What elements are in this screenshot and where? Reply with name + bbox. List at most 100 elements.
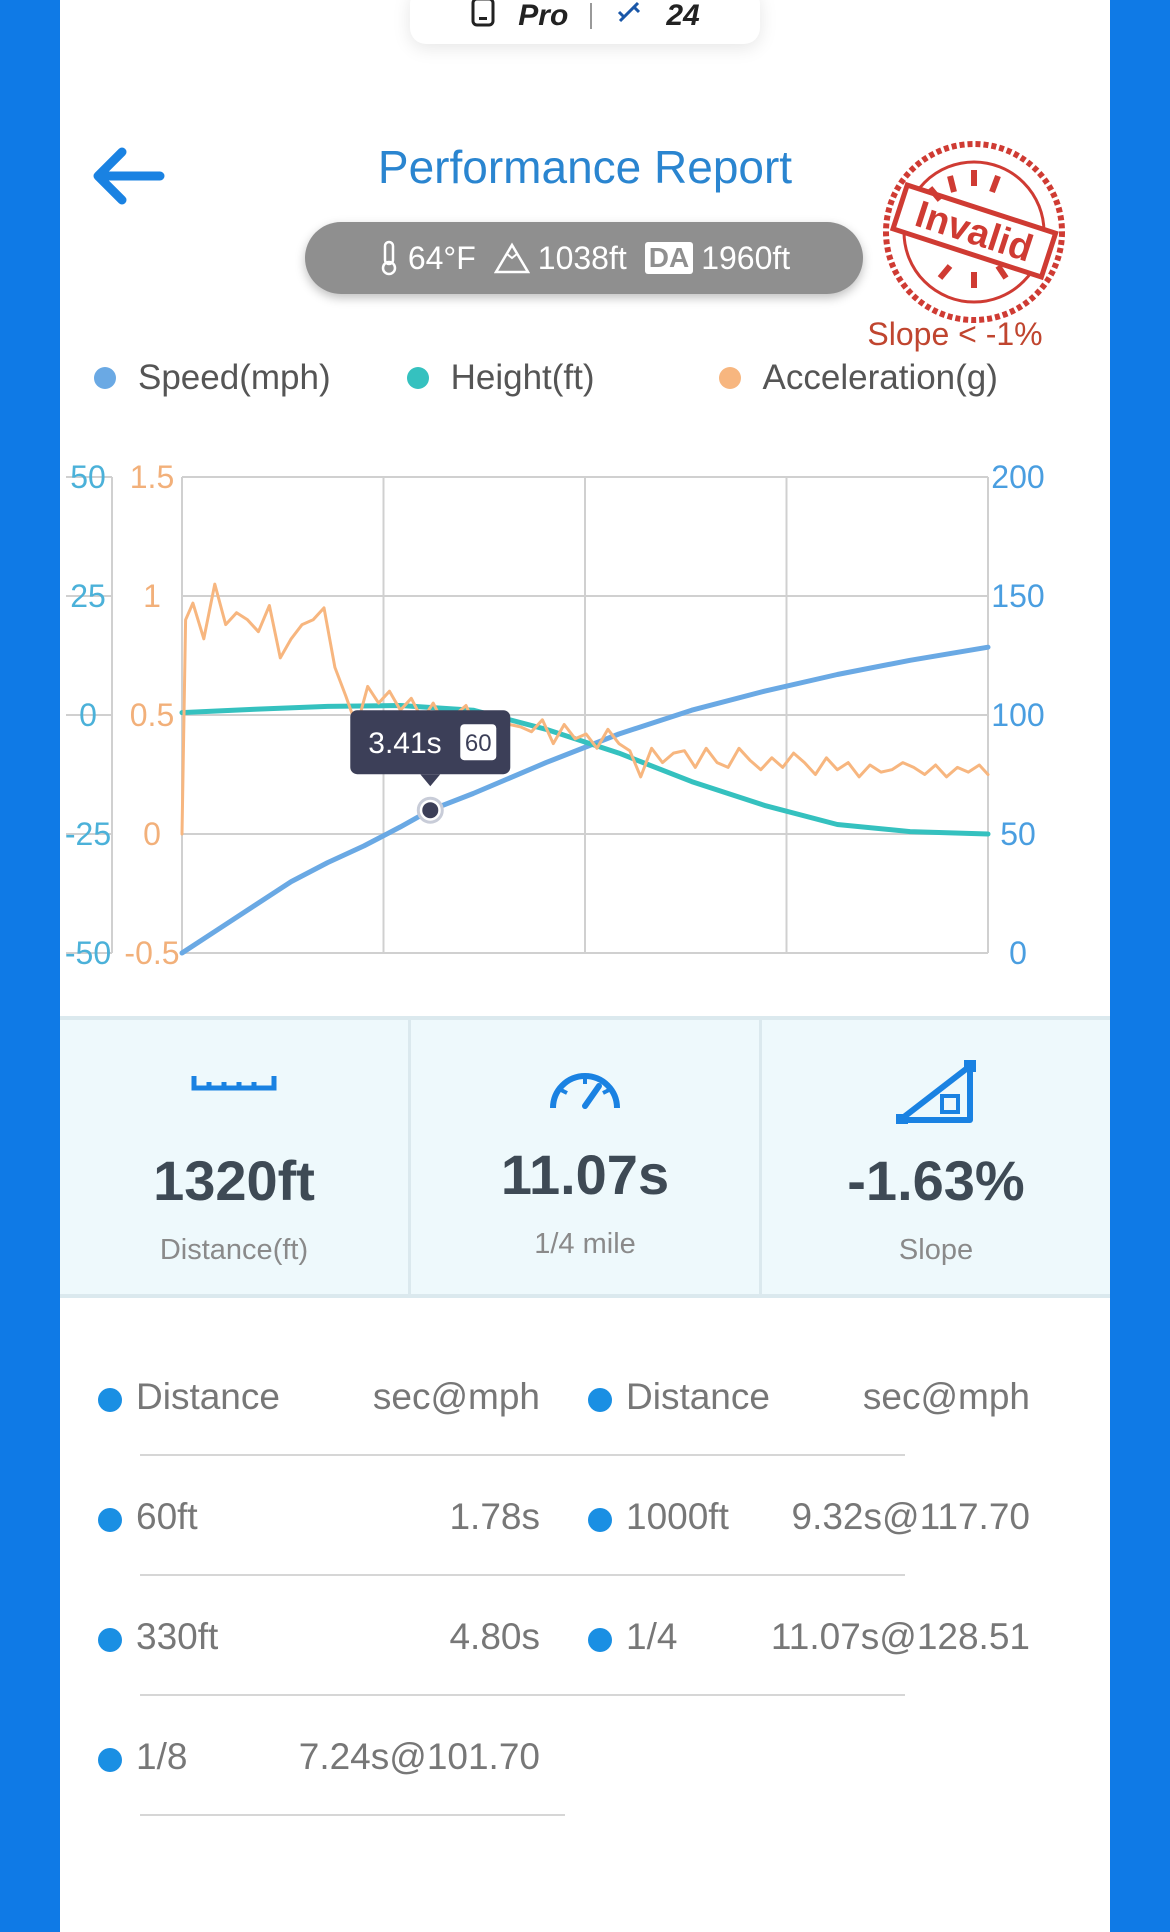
legend-height-dot bbox=[406, 367, 429, 389]
row-value: sec@mph bbox=[372, 1376, 540, 1417]
chart-tooltip: 3.41s 60 bbox=[350, 710, 511, 824]
stat-quarter-mile-value: 11.07s bbox=[500, 1143, 670, 1206]
density-altitude-item: DA 1960ft bbox=[644, 239, 791, 277]
mountain-icon bbox=[493, 242, 530, 274]
temperature-item: 64°F bbox=[378, 240, 476, 277]
thermometer-icon bbox=[381, 240, 397, 276]
table-row: 1000ft 9.32s@117.70 bbox=[480, 1490, 1031, 1576]
row-bullet-icon bbox=[98, 1748, 122, 1772]
stat-slope-label: Slope bbox=[898, 1234, 974, 1266]
row-key: 1000ft bbox=[626, 1496, 729, 1537]
stat-quarter-mile: 11.07s 1/4 mile bbox=[408, 1020, 759, 1294]
legend-acceleration-label: Acceleration(g) bbox=[762, 358, 998, 397]
row-value: 1.78s bbox=[449, 1496, 540, 1537]
legend-height-label: Height(ft) bbox=[450, 358, 595, 397]
device-icon bbox=[470, 0, 496, 35]
tick-label-right_speed: 0 bbox=[1009, 935, 1027, 971]
row-bullet-icon bbox=[98, 1508, 122, 1532]
row-divider bbox=[480, 1694, 905, 1696]
table-row: 1/8 7.24s@101.70 bbox=[60, 1730, 565, 1816]
tick-label-left_accel: 1 bbox=[143, 578, 161, 614]
pill-divider bbox=[590, 3, 593, 29]
tick-label-left_accel: 0 bbox=[143, 816, 161, 852]
tooltip-time: 3.41s bbox=[368, 727, 441, 760]
row-value: 7.24s@101.70 bbox=[298, 1736, 540, 1777]
series-line-1 bbox=[179, 703, 991, 837]
table-row: Distance sec@mph bbox=[480, 1370, 1030, 1456]
stat-quarter-mile-label: 1/4 mile bbox=[534, 1228, 636, 1260]
back-arrow-icon bbox=[93, 147, 165, 205]
back-button[interactable] bbox=[88, 140, 168, 210]
row-divider bbox=[480, 1454, 905, 1456]
table-row: 60ft 1.78s bbox=[60, 1490, 565, 1576]
row-value: 9.32s@117.70 bbox=[791, 1496, 1031, 1537]
tick-label-right_speed: 100 bbox=[991, 697, 1044, 733]
density-altitude-icon: DA bbox=[644, 242, 694, 274]
tick-label-left_accel: 0.5 bbox=[130, 697, 174, 733]
row-bullet-icon bbox=[588, 1388, 612, 1412]
altitude-value: 1038ft bbox=[537, 239, 627, 276]
row-bullet-icon bbox=[98, 1628, 122, 1652]
row-value: sec@mph bbox=[862, 1376, 1030, 1417]
row-key: Distance bbox=[136, 1376, 280, 1417]
row-key: 330ft bbox=[136, 1616, 219, 1657]
density-altitude-value: 1960ft bbox=[701, 239, 791, 276]
chart-series bbox=[179, 582, 991, 956]
row-divider bbox=[480, 1574, 905, 1576]
satellite-count: 24 bbox=[666, 0, 700, 32]
legend-speed-label: Speed(mph) bbox=[138, 358, 331, 397]
device-status-pill: Pro 24 bbox=[410, 0, 760, 44]
row-key: 1/8 bbox=[136, 1736, 188, 1777]
tick-label-left_accel: -0.5 bbox=[124, 935, 179, 971]
stat-slope-value: -1.63% bbox=[847, 1149, 1025, 1212]
series-line-2 bbox=[180, 582, 990, 836]
table-row: 1/4 11.07s@128.51 bbox=[480, 1610, 1030, 1696]
chart-legend: Speed(mph) Height(ft) Acceleration(g) bbox=[94, 358, 998, 398]
performance-chart[interactable]: 50 25 0 -25 -50 1.5 1 0.5 0 -0.5 200 150 100 50 0 3.41… bbox=[60, 420, 1110, 980]
invalid-stamp-icon: Invalid bbox=[883, 141, 1065, 323]
environment-bar: 64°F 1038ft DA 1960ft bbox=[305, 222, 863, 294]
tooltip-speed-box bbox=[460, 724, 497, 761]
report-card bbox=[60, 0, 1110, 1932]
speedometer-icon bbox=[411, 1058, 759, 1130]
temperature-value: 64°F bbox=[407, 239, 476, 276]
row-divider bbox=[140, 1454, 565, 1456]
slope-icon bbox=[762, 1058, 1110, 1130]
row-bullet-icon bbox=[98, 1388, 122, 1412]
device-model: Pro bbox=[518, 0, 569, 32]
legend-acceleration-dot bbox=[718, 367, 741, 389]
tooltip-speed: 60 bbox=[465, 730, 492, 757]
chart-grid bbox=[66, 476, 989, 954]
tick-label-left_height: -50 bbox=[65, 935, 111, 971]
tick-label-left_height: 0 bbox=[79, 697, 97, 733]
tick-label-left_accel: 1.5 bbox=[130, 459, 174, 495]
tick-label-right_speed: 50 bbox=[1000, 816, 1036, 852]
row-divider bbox=[140, 1574, 565, 1576]
tooltip-point bbox=[422, 802, 439, 819]
row-divider bbox=[140, 1694, 565, 1696]
tick-label-right_speed: 200 bbox=[991, 459, 1044, 495]
tick-label-left_height: 50 bbox=[70, 459, 106, 495]
page-title: Performance Report bbox=[377, 141, 793, 193]
satellite-icon bbox=[614, 0, 644, 35]
stat-slope: -1.63% Slope bbox=[759, 1020, 1110, 1294]
stat-distance-value: 1320ft bbox=[153, 1149, 315, 1212]
ruler-icon bbox=[60, 1058, 408, 1130]
row-key: 60ft bbox=[136, 1496, 198, 1537]
stat-distance: 1320ft Distance(ft) bbox=[60, 1020, 408, 1294]
row-key: Distance bbox=[626, 1376, 770, 1417]
legend-speed-dot bbox=[94, 367, 116, 389]
table-row: 330ft 4.80s bbox=[60, 1610, 565, 1696]
row-key: 1/4 bbox=[626, 1616, 678, 1657]
row-divider bbox=[140, 1814, 565, 1816]
stats-panel: 1320ft Distance(ft) 11.07s 1/4 mile -1.6… bbox=[60, 1016, 1110, 1298]
tick-label-left_height: 25 bbox=[70, 578, 106, 614]
row-bullet-icon bbox=[588, 1628, 612, 1652]
row-value: 4.80s bbox=[449, 1616, 540, 1657]
stat-distance-label: Distance(ft) bbox=[159, 1234, 309, 1266]
table-row: Distance sec@mph bbox=[60, 1370, 565, 1456]
tooltip-pointer bbox=[420, 774, 441, 787]
tick-label-right_speed: 150 bbox=[991, 578, 1044, 614]
altitude-item: 1038ft bbox=[493, 239, 627, 277]
row-value: 11.07s@128.51 bbox=[770, 1616, 1030, 1657]
